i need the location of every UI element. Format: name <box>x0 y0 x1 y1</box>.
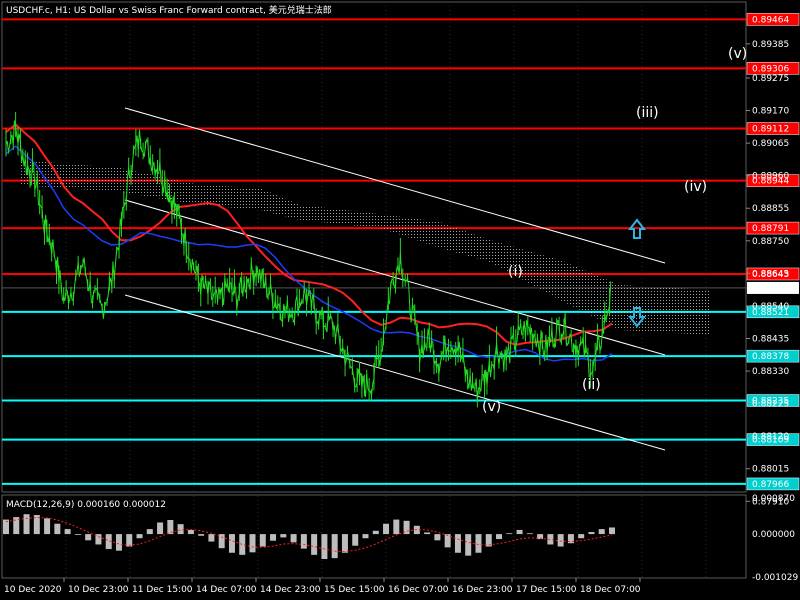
current-price-tag <box>747 281 799 294</box>
level-price-tag <box>746 62 800 75</box>
level-price-tag <box>746 305 800 319</box>
macd-indicator: MACD(12,26,9) 0.000160 0.0000120.0008700… <box>3 494 798 583</box>
time-tick-label: 17 Dec 15:00 <box>516 585 577 595</box>
level-price-label: 0.88235 <box>752 397 789 407</box>
level-price-label: 0.89306 <box>752 64 789 74</box>
time-tick-label: 14 Dec 07:00 <box>196 585 257 595</box>
trend-channel <box>124 107 666 451</box>
time-tick-label: 14 Dec 23:00 <box>260 585 321 595</box>
wave-label: (iv) <box>684 179 707 195</box>
chart-title: USDCHF.c, H1: US Dollar vs Swiss Franc F… <box>6 4 332 16</box>
main-pane[interactable] <box>1 1 747 493</box>
macd-pane[interactable] <box>1 494 747 579</box>
price-series <box>5 112 612 408</box>
level-price-label: 0.89112 <box>752 125 789 135</box>
wave-label: (v) <box>728 46 747 62</box>
macd-tick-label: 0.000870 <box>752 494 795 504</box>
price-tick-label: 0.88960 <box>752 172 789 182</box>
arrow-up-icon <box>627 218 647 239</box>
price-tick-label: 0.89385 <box>752 40 789 50</box>
time-tick-label: 16 Dec 23:00 <box>452 585 513 595</box>
time-tick-label: 10 Dec 2020 <box>4 585 62 595</box>
wave-label: (i) <box>508 264 523 280</box>
channel-middle-line <box>124 199 666 356</box>
level-price-label: 0.88521 <box>752 308 789 318</box>
level-price-label: 0.88643 <box>752 270 789 280</box>
level-price-tag <box>746 122 800 135</box>
level-price-tag <box>746 13 800 26</box>
price-tick-label: 0.88855 <box>752 204 789 214</box>
price-tick-label: 0.89065 <box>752 139 789 149</box>
macd-title: MACD(12,26,9) 0.000160 0.000012 <box>6 500 166 510</box>
price-tick-label: 0.88645 <box>752 269 789 279</box>
macd-tick-label: 0.000000 <box>752 530 795 540</box>
wave-labels: (i) (ii) (iii) (iv) (v) (v) <box>482 46 747 415</box>
price-tick-label: 0.88120 <box>752 432 789 442</box>
price-tick-label: 0.88540 <box>752 302 789 312</box>
level-price-label: 0.87966 <box>752 480 789 490</box>
price-tick-label: 0.88015 <box>752 465 789 475</box>
level-price-tag <box>746 174 800 187</box>
time-axis: 10 Dec 2020 10 Dec 23:00 11 Dec 15:00 14 De… <box>4 578 641 595</box>
level-price-tag <box>746 477 800 491</box>
wave-label: (v) <box>482 399 501 415</box>
level-price-label: 0.88109 <box>752 436 789 446</box>
time-tick-label: 18 Dec 07:00 <box>580 585 641 595</box>
time-tick-label: 11 Dec 15:00 <box>132 585 193 595</box>
wave-label: (iii) <box>636 105 659 121</box>
price-tick-label: 0.88435 <box>752 334 789 344</box>
time-tick-label: 15 Dec 15:00 <box>324 585 385 595</box>
price-tick-label: 0.89275 <box>752 74 789 84</box>
price-line <box>5 120 612 401</box>
price-tick-label: 0.87910 <box>752 497 789 507</box>
level-price-label: 0.88944 <box>752 177 789 187</box>
time-tick-label: 10 Dec 23:00 <box>68 585 129 595</box>
channel-upper-line <box>124 107 666 264</box>
macd-tick-label: -0.001029 <box>752 573 798 583</box>
level-price-label: 0.88378 <box>752 352 789 362</box>
price-tick-label: 0.88330 <box>752 367 789 377</box>
price-tick-label: 0.88750 <box>752 237 789 247</box>
level-price-label: 0.89464 <box>752 15 789 25</box>
price-tick-label: 0.88225 <box>752 400 789 410</box>
price-axis: 0.89385 0.89275 0.89170 0.89065 0.88960 0.888… <box>746 40 789 507</box>
level-price-tag <box>746 433 800 446</box>
wave-label: (ii) <box>582 377 601 393</box>
arrow-down-icon <box>627 307 647 328</box>
price-tick-label: 0.89170 <box>752 107 789 117</box>
level-price-tag <box>746 394 800 407</box>
level-price-tag <box>746 349 800 363</box>
level-price-tag <box>746 221 800 235</box>
current-price-label: 0.88598 <box>752 284 789 294</box>
channel-lower-line <box>124 294 666 451</box>
ichimoku-cloud <box>20 160 710 335</box>
time-tick-label: 16 Dec 07:00 <box>388 585 449 595</box>
level-price-label: 0.88791 <box>752 224 789 234</box>
level-price-tag <box>746 267 800 281</box>
macd-signal-line <box>5 516 613 553</box>
cloud-band <box>20 160 710 335</box>
